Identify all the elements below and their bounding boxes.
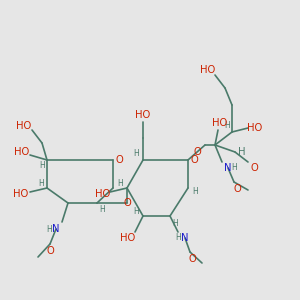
Text: O: O [46, 246, 54, 256]
Text: HO: HO [95, 189, 111, 199]
Text: H: H [39, 160, 45, 169]
Text: O: O [190, 155, 198, 165]
Text: HO: HO [248, 123, 262, 133]
Text: H: H [133, 206, 139, 215]
Text: N: N [181, 233, 189, 243]
Text: H: H [99, 206, 105, 214]
Text: N: N [224, 163, 232, 173]
Text: H: H [231, 164, 237, 172]
Text: O: O [115, 155, 123, 165]
Text: H: H [38, 178, 44, 188]
Text: HO: HO [14, 189, 28, 199]
Text: HO: HO [200, 65, 216, 75]
Text: H: H [172, 218, 178, 227]
Text: H: H [46, 224, 52, 233]
Text: H: H [117, 178, 123, 188]
Text: HO: HO [120, 233, 136, 243]
Text: HO: HO [14, 147, 30, 157]
Text: HO: HO [135, 110, 151, 120]
Text: O: O [250, 163, 258, 173]
Text: O: O [188, 254, 196, 264]
Text: O: O [123, 198, 131, 208]
Text: H: H [238, 147, 246, 157]
Text: N: N [52, 224, 60, 234]
Text: H: H [192, 187, 198, 196]
Text: H: H [175, 233, 181, 242]
Text: O: O [193, 147, 201, 157]
Text: H: H [133, 148, 139, 158]
Text: H: H [224, 121, 230, 130]
Text: HO: HO [16, 121, 32, 131]
Text: HO: HO [212, 118, 228, 128]
Text: O: O [233, 184, 241, 194]
